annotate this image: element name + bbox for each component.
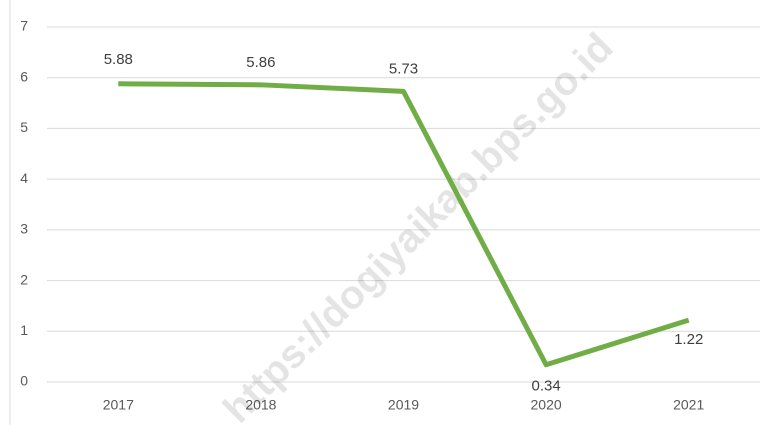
data-label: 1.22 bbox=[674, 331, 703, 348]
data-label: 5.86 bbox=[246, 54, 275, 71]
x-tick-label: 2020 bbox=[531, 397, 562, 413]
y-tick-label: 6 bbox=[20, 68, 28, 84]
data-label: 5.73 bbox=[389, 60, 418, 77]
y-tick-label: 0 bbox=[20, 373, 28, 389]
y-tick-label: 7 bbox=[20, 18, 28, 34]
y-tick-label: 2 bbox=[20, 271, 28, 287]
y-tick-label: 1 bbox=[20, 322, 28, 338]
y-tick-label: 4 bbox=[20, 170, 28, 186]
x-tick-label: 2021 bbox=[673, 397, 704, 413]
x-tick-label: 2018 bbox=[245, 397, 276, 413]
x-tick-label: 2017 bbox=[103, 397, 134, 413]
data-label: 0.34 bbox=[531, 378, 560, 395]
y-tick-label: 3 bbox=[20, 221, 28, 237]
data-label: 5.88 bbox=[104, 51, 133, 68]
line bbox=[118, 81, 690, 368]
y-tick-label: 5 bbox=[20, 119, 28, 135]
x-tick-label: 2019 bbox=[388, 397, 419, 413]
